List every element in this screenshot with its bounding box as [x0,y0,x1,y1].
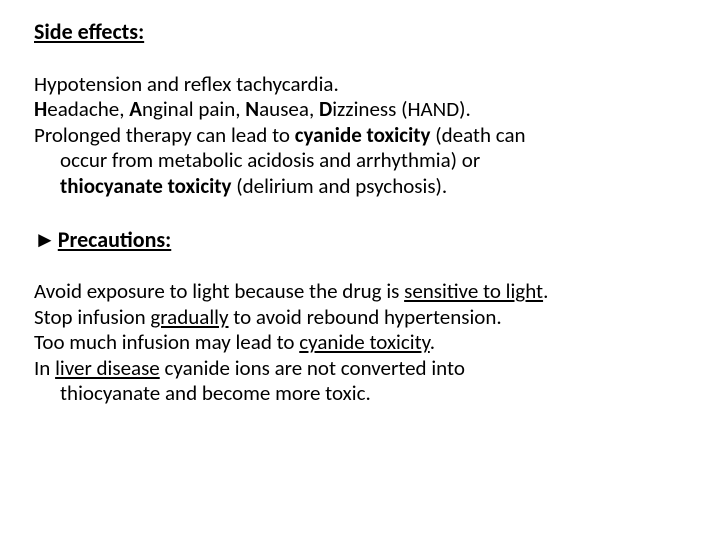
section-heading-precautions: ►Precautions: [34,226,686,254]
hand-d-rest: izziness (HAND). [332,96,471,122]
seg-prolonged-tail1: (death can [430,122,525,148]
hand-n-rest: ausea, [259,96,319,122]
seg-prolonged-lead: Prolonged therapy can lead to [34,122,295,148]
triangle-right-icon: ► [34,226,56,254]
seg-sensitive-to-light: sensitive to light [404,278,543,304]
line-liver-2: thiocyanate and become more toxic. [34,381,686,407]
line-prolonged-1: Prolonged therapy can lead to cyanide to… [34,123,686,149]
seg-toomuch-tail: . [430,329,435,355]
seg-grad-lead: Stop infusion [34,304,150,330]
side-effects-body: Hypotension and reflex tachycardia. Head… [34,72,686,200]
precautions-body: Avoid exposure to light because the drug… [34,279,686,407]
hand-n: N [245,96,259,122]
seg-cyanide-toxicity: cyanide toxicity [295,122,431,148]
line-liver-1: In liver disease cyanide ions are not co… [34,356,686,382]
seg-liver-tail1: cyanide ions are not converted into [160,355,465,381]
hand-a: A [129,96,142,122]
seg-prolonged-tail2: (delirium and psychosis). [232,173,448,199]
hand-h-rest: eadache, [47,96,129,122]
seg-grad-tail: to avoid rebound hypertension. [229,304,502,330]
line-light: Avoid exposure to light because the drug… [34,279,686,305]
slide: Side effects: Hypotension and reflex tac… [0,0,720,540]
seg-liver-lead: In [34,355,55,381]
seg-toomuch-lead: Too much infusion may lead to [34,329,299,355]
hand-a-rest: nginal pain, [142,96,245,122]
line-too-much: Too much infusion may lead to cyanide to… [34,330,686,356]
line-prolonged-2: occur from metabolic acidosis and arrhyt… [34,148,686,174]
line-hand: Headache, Anginal pain, Nausea, Dizzines… [34,97,686,123]
seg-light-lead: Avoid exposure to light because the drug… [34,278,404,304]
line-hypotension: Hypotension and reflex tachycardia. [34,72,686,98]
seg-light-tail: . [543,278,548,304]
seg-thiocyanate-toxicity: thiocyanate toxicity [60,173,232,199]
line-prolonged-3: thiocyanate toxicity (delirium and psych… [34,174,686,200]
line-gradually: Stop infusion gradually to avoid rebound… [34,305,686,331]
hand-d: D [319,96,332,122]
precautions-title: Precautions: [58,226,171,253]
seg-gradually: gradually [150,304,228,330]
section-heading-side-effects: Side effects: [34,18,686,46]
seg-cyanide-toxicity-2: cyanide toxicity [299,329,429,355]
seg-liver-disease: liver disease [55,355,160,381]
hand-h: H [34,96,47,122]
